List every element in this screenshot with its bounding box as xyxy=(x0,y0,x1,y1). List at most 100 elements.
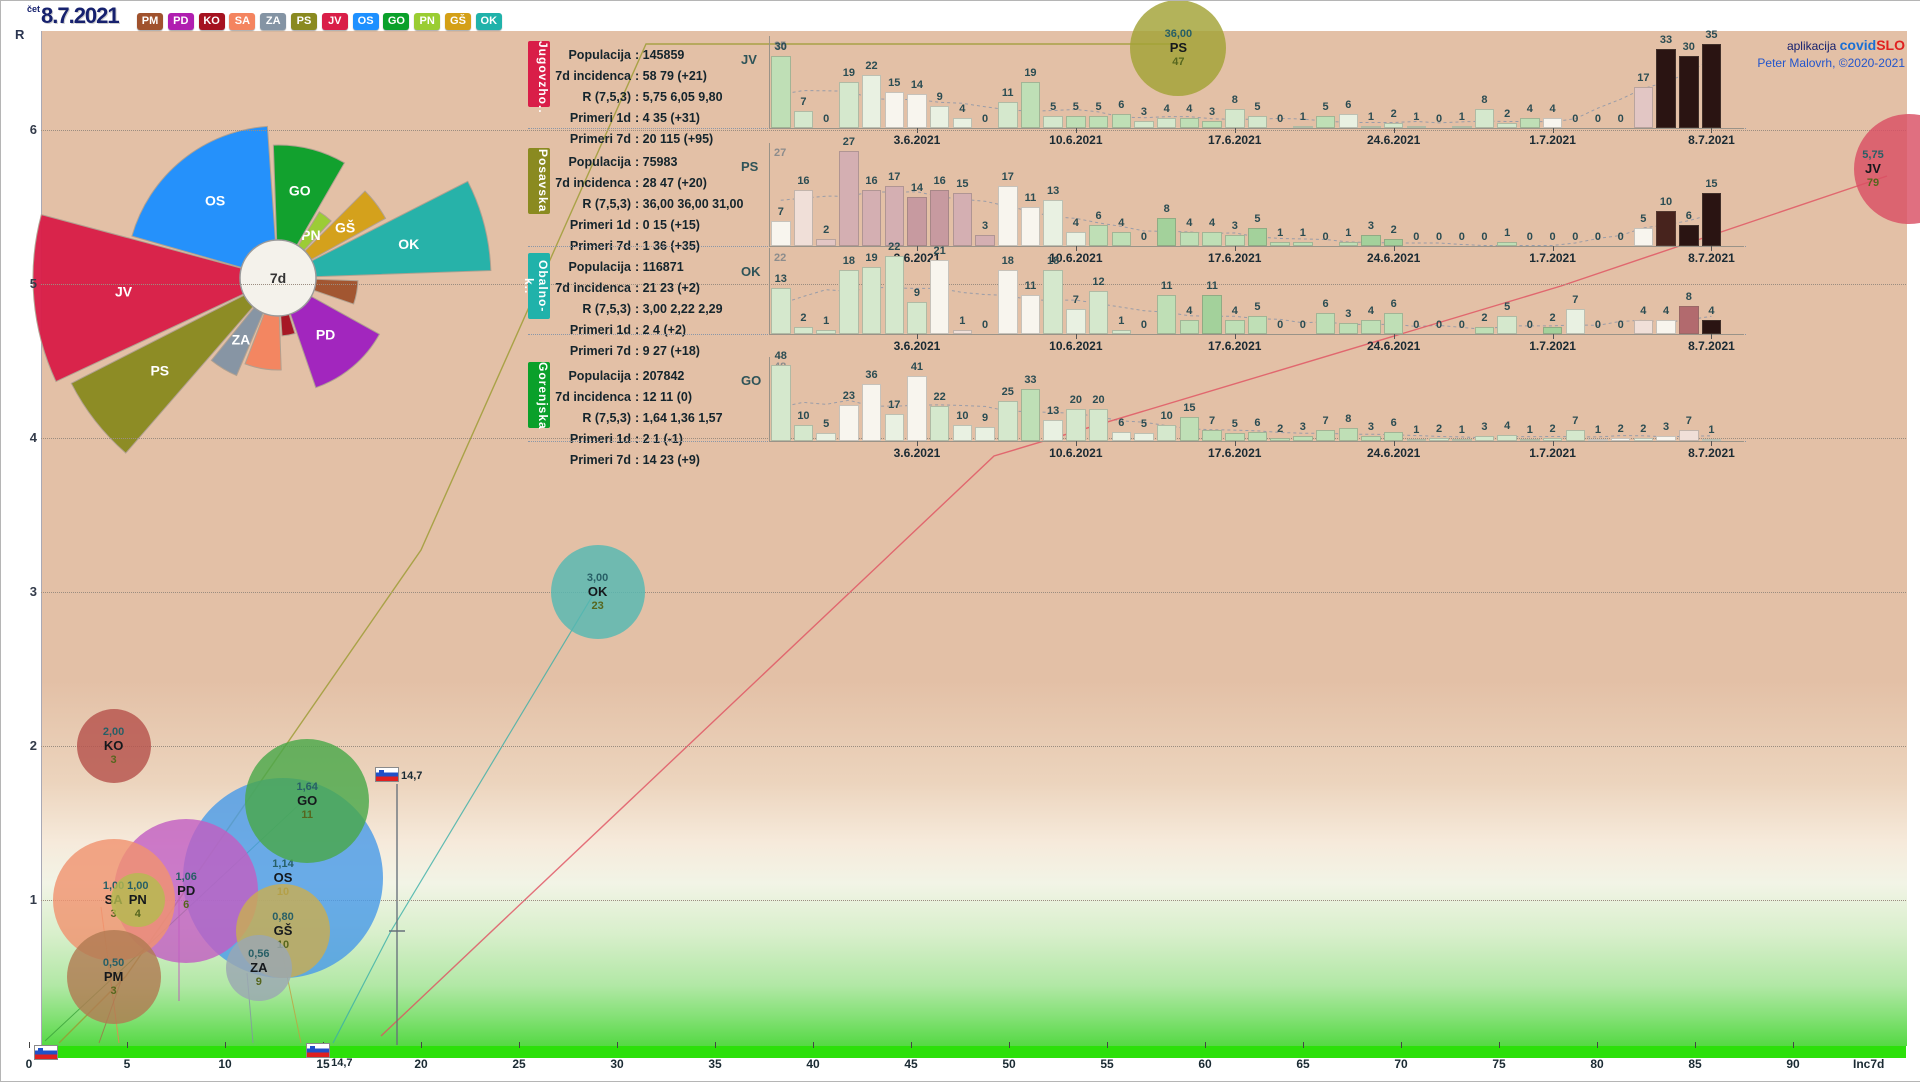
bubble-inc-value: 3 xyxy=(110,754,117,766)
bar xyxy=(1156,118,1177,128)
bar xyxy=(929,406,950,441)
bar xyxy=(1383,123,1404,128)
bar xyxy=(1452,439,1472,442)
bar-value-label: 33 xyxy=(1659,33,1673,46)
region-bubble-ps[interactable] xyxy=(1130,1,1227,96)
date-label: 1.7.2021 xyxy=(1529,339,1576,353)
region-button-gš[interactable]: GŠ xyxy=(445,13,471,30)
rose-center xyxy=(239,239,317,317)
panel-label-ok[interactable]: Obalno-k.. xyxy=(522,253,550,319)
rose-wedge-label: PS xyxy=(150,362,169,378)
region-button-sa[interactable]: SA xyxy=(229,13,256,30)
region-bubble-pm[interactable] xyxy=(66,930,161,1024)
bar-value-label: 13 xyxy=(1047,405,1060,418)
region-button-pd[interactable]: PD xyxy=(167,13,194,30)
region-button-go[interactable]: GO xyxy=(383,13,410,30)
bar-value-label: 3 xyxy=(1231,220,1238,233)
region-bubble-ko[interactable] xyxy=(76,709,151,783)
y-tick-label-4: 4 xyxy=(29,430,37,445)
x-tick-label-55: 55 xyxy=(1100,1057,1114,1071)
bar xyxy=(839,82,859,128)
panel-label-jv[interactable]: Jugovzho.. xyxy=(528,41,550,114)
bar-value-label: 23 xyxy=(842,389,855,402)
region-button-ps[interactable]: PS xyxy=(291,13,317,30)
mini-chart-axis-max: 35 xyxy=(774,40,787,52)
panel-label-go[interactable]: Gorenjska xyxy=(528,362,550,430)
bar xyxy=(793,189,814,246)
bar xyxy=(1701,44,1722,128)
bar xyxy=(1293,436,1313,441)
bubble-label-pm: 0,50 PM 3 xyxy=(74,956,154,998)
mini-chart-region-code: OK xyxy=(741,264,761,279)
region-bubble-go[interactable] xyxy=(245,739,370,864)
rose-wedge-jv[interactable] xyxy=(32,213,280,383)
bar xyxy=(1202,120,1222,128)
region-bubble-za[interactable] xyxy=(225,934,292,1001)
x-tick-45 xyxy=(911,1042,912,1048)
date-tick xyxy=(1393,128,1395,133)
bar-value-label: 6 xyxy=(1254,416,1261,429)
bar xyxy=(1202,231,1222,246)
bar-value-label: 1 xyxy=(1708,424,1715,437)
bar-value-label: 0 xyxy=(1435,231,1443,243)
region-button-jv[interactable]: JV xyxy=(321,13,348,30)
region-button-za[interactable]: ZA xyxy=(260,13,287,30)
bar-value-label: 5 xyxy=(1072,101,1079,113)
x-tick-label-25: 25 xyxy=(512,1057,526,1071)
region-button-ok[interactable]: OK xyxy=(475,13,502,30)
stat-label: 7d incidenca xyxy=(555,390,631,404)
panel-label-ps[interactable]: Posavska xyxy=(528,148,550,214)
bar xyxy=(816,330,836,334)
stat-value: : 75983 xyxy=(635,155,678,169)
bar xyxy=(1383,431,1404,441)
stat-label: Populacija xyxy=(568,48,631,62)
bar-value-label: 4 xyxy=(1186,103,1193,116)
bar-value-label: 0 xyxy=(823,113,830,125)
bar xyxy=(1134,120,1154,128)
stat-label: Primeri 7d xyxy=(569,453,631,467)
bar-value-label: 2 xyxy=(1481,311,1488,324)
bar xyxy=(839,270,859,334)
bar-value-label: 0 xyxy=(1572,113,1579,125)
bar-value-label: 14 xyxy=(910,79,924,92)
y-tick-label-6: 6 xyxy=(29,122,37,137)
bar xyxy=(1088,116,1109,128)
rose-wedge-os[interactable] xyxy=(131,125,279,279)
date-label: 1.7.2021 xyxy=(1529,133,1576,147)
bar xyxy=(1111,431,1131,441)
bar-value-label: 36 xyxy=(865,369,878,381)
region-bubble-pn[interactable] xyxy=(110,873,165,927)
bar xyxy=(1656,319,1676,334)
stat-label: Primeri 7d xyxy=(569,344,631,358)
bar-value-label: 48 xyxy=(774,350,787,362)
region-button-os[interactable]: OS xyxy=(352,13,379,30)
bar-value-label: 6 xyxy=(1685,209,1692,222)
date-label: 8.7.2021 xyxy=(1688,251,1735,265)
x-tick-label-5: 5 xyxy=(123,1057,131,1071)
flag-crest xyxy=(38,1048,43,1054)
bubble-label-pn: 1,00 PN 4 xyxy=(98,879,178,921)
mini-chart-baseline xyxy=(769,441,1744,442)
rose-wedge-ps[interactable] xyxy=(70,277,279,454)
bar-value-label: 1 xyxy=(1299,110,1306,123)
region-button-pm[interactable]: PM xyxy=(137,13,163,30)
bar-value-label: 12 xyxy=(1092,276,1105,289)
region-button-pn[interactable]: PN xyxy=(414,13,441,30)
rose-wedge-label: PN xyxy=(301,227,320,243)
date-tick xyxy=(916,441,918,446)
bar-value-label: 1 xyxy=(823,315,830,328)
bar-value-label: 0 xyxy=(1617,319,1624,331)
bar xyxy=(1156,217,1177,246)
bar-value-label: 4 xyxy=(1208,216,1216,229)
bar xyxy=(1111,330,1131,334)
date-display[interactable]: 8.7.2021 xyxy=(41,3,120,28)
bar xyxy=(907,196,927,246)
bar xyxy=(884,92,904,128)
bar xyxy=(1656,436,1676,441)
rose-wedge-ok[interactable] xyxy=(277,180,492,279)
region-bubble-ok[interactable] xyxy=(550,545,645,639)
bar xyxy=(1679,224,1699,246)
x-tick-90 xyxy=(1793,1042,1794,1048)
region-button-ko[interactable]: KO xyxy=(198,13,225,30)
